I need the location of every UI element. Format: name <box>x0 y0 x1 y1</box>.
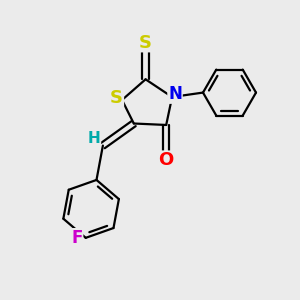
Text: O: O <box>159 151 174 169</box>
Text: S: S <box>139 34 152 52</box>
Text: N: N <box>168 85 182 103</box>
Text: H: H <box>88 131 100 146</box>
Text: F: F <box>71 229 82 247</box>
Text: S: S <box>110 89 123 107</box>
